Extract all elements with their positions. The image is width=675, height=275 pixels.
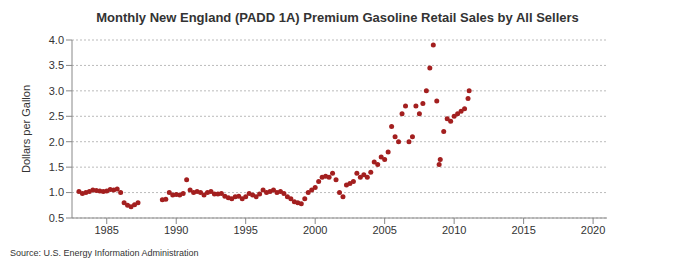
svg-text:4.0: 4.0: [49, 34, 64, 46]
html-text:Source: U.S. Energy Informatio: Source: U.S. Energy Information Administ…: [10, 248, 199, 258]
svg-text:2.5: 2.5: [49, 110, 64, 122]
svg-text:2015: 2015: [511, 224, 535, 236]
svg-text:1985: 1985: [94, 224, 118, 236]
svg-text:3.0: 3.0: [49, 85, 64, 97]
svg-text:2005: 2005: [372, 224, 396, 236]
svg-text:2000: 2000: [303, 224, 327, 236]
svg-text:1.0: 1.0: [49, 186, 64, 198]
svg-text:Dollars per Gallon: Dollars per Gallon: [20, 85, 32, 173]
svg-text:0.5: 0.5: [49, 212, 64, 224]
html-text:Monthly New England (PADD 1A): Monthly New England (PADD 1A) Premium Ga…: [96, 10, 579, 25]
svg-text:3.5: 3.5: [49, 59, 64, 71]
svg-text:2010: 2010: [442, 224, 466, 236]
svg-text:1990: 1990: [164, 224, 188, 236]
svg-text:1995: 1995: [233, 224, 257, 236]
svg-text:1.5: 1.5: [49, 161, 64, 173]
svg-text:2.0: 2.0: [49, 136, 64, 148]
svg-text:2020: 2020: [581, 224, 605, 236]
